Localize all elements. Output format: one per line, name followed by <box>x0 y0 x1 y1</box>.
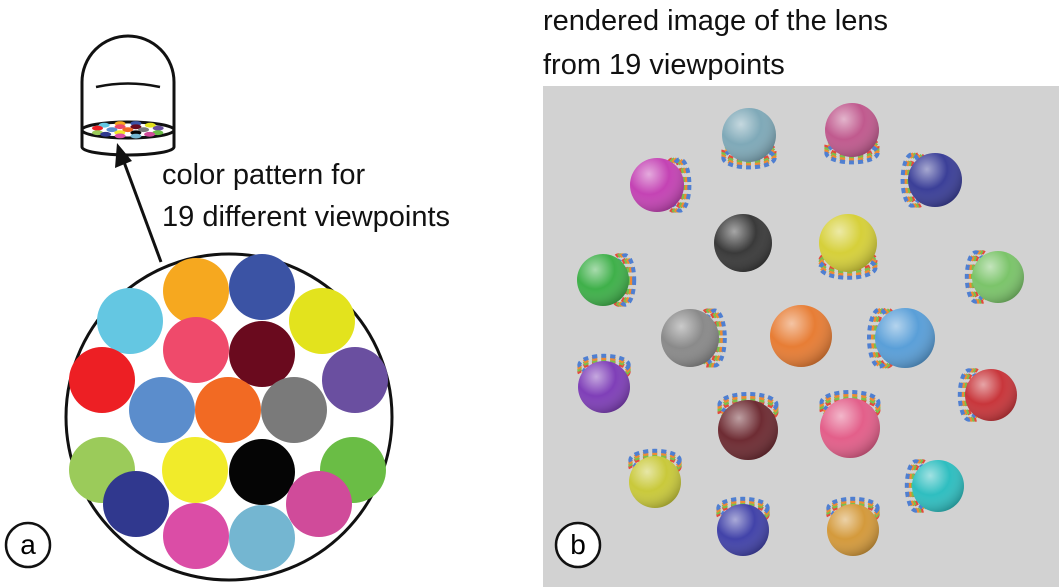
rendered-lens-view <box>721 108 777 170</box>
pattern-dot <box>229 439 295 505</box>
rendered-lens-view <box>577 253 637 307</box>
mini-pattern-dot <box>100 131 112 137</box>
caption-line-2: 19 different viewpoints <box>162 201 451 233</box>
rendered-lens-view <box>900 152 962 208</box>
rendered-lens-view <box>661 308 727 368</box>
pattern-dot <box>163 258 229 324</box>
mini-pattern-dot <box>138 127 150 133</box>
mini-pattern-dot <box>114 124 126 130</box>
mini-pattern-dot <box>106 127 118 133</box>
rendered-lens-view <box>964 250 1024 304</box>
mini-pattern-dot <box>98 122 110 128</box>
pattern-dot <box>286 471 352 537</box>
pattern-dot <box>163 317 229 383</box>
rendered-lens-view <box>716 496 770 556</box>
pattern-dot <box>322 347 388 413</box>
lens-color-pattern <box>92 121 164 139</box>
mini-pattern-dot <box>130 124 142 130</box>
color-pattern-dots <box>69 254 388 571</box>
panel-b-title-line-2: from 19 viewpoints <box>543 49 785 81</box>
pattern-dot <box>229 321 295 387</box>
arrow-icon <box>115 143 163 263</box>
rendered-lens-view <box>818 214 878 280</box>
rendered-lens-view <box>630 157 692 213</box>
pattern-dot <box>69 347 135 413</box>
rendered-lens-view <box>577 353 631 413</box>
panel-a-label: a <box>4 521 52 569</box>
mini-pattern-dot <box>92 125 103 131</box>
panel-b-label-text: b <box>570 529 586 560</box>
pattern-dot <box>229 505 295 571</box>
mini-pattern-dot <box>122 127 134 133</box>
panel-b-title-line-1: rendered image of the lens <box>543 5 888 37</box>
pattern-dot <box>162 437 228 503</box>
pattern-dot <box>129 377 195 443</box>
pattern-dot <box>261 377 327 443</box>
mini-pattern-dot <box>152 125 164 131</box>
rendered-lens-view <box>904 459 964 513</box>
mini-pattern-dot <box>130 121 142 126</box>
pattern-dot <box>163 503 229 569</box>
pattern-dot <box>103 471 169 537</box>
panel-a-label-text: a <box>20 529 36 560</box>
mini-pattern-dot <box>144 122 156 128</box>
panel-b-label: b <box>554 521 602 569</box>
lens-sketch-icon <box>80 34 176 157</box>
mini-pattern-dot <box>92 130 103 136</box>
pattern-dot <box>289 288 355 354</box>
rendered-lens-view <box>957 368 1017 422</box>
mini-pattern-dot <box>130 133 142 139</box>
pattern-dot <box>195 377 261 443</box>
mini-pattern-dot <box>144 131 156 137</box>
pattern-dot <box>229 254 295 320</box>
rendered-lens-view <box>826 496 880 556</box>
rendered-lens-view <box>717 392 779 460</box>
rendered-lens-view <box>714 214 772 272</box>
rendered-lens-view <box>824 103 880 165</box>
mini-pattern-dot <box>114 133 126 139</box>
mini-pattern-dot <box>130 130 142 136</box>
rendered-lens-view <box>867 307 935 369</box>
rendered-lens-views <box>577 103 1024 556</box>
rendered-lens-view <box>628 448 682 508</box>
pattern-dot <box>97 288 163 354</box>
mini-pattern-dot <box>152 130 164 136</box>
rendered-lens-view <box>770 305 832 367</box>
caption-line-1: color pattern for <box>162 159 366 191</box>
rendered-lens-view <box>819 390 881 458</box>
